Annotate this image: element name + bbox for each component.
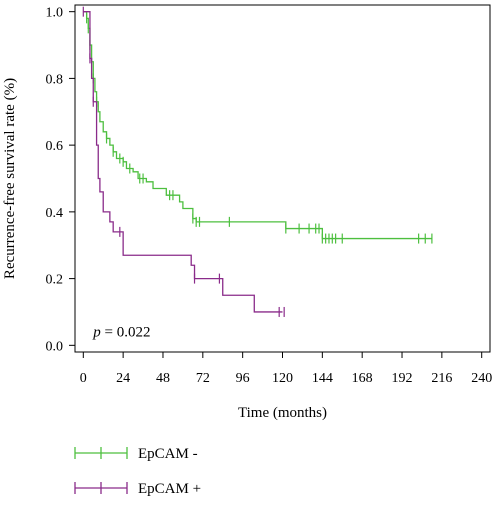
- x-tick-label: 240: [471, 371, 492, 386]
- series-epcam-positive: [82, 6, 285, 317]
- y-tick-label: 1.0: [46, 6, 64, 21]
- y-tick-label: 0.8: [46, 72, 64, 87]
- legend-swatch: [74, 447, 128, 459]
- legend-item: EpCAM +: [74, 481, 201, 497]
- p-symbol: p: [92, 325, 101, 341]
- legend-swatch: [74, 482, 128, 494]
- axes-layer: 0 24 48 72 96 120 144 168 192 216 240 0.0 0.2 0.4 0.6 0…: [2, 4, 492, 421]
- plot-frame: [74, 4, 491, 353]
- y-tick-label: 0.2: [46, 273, 64, 288]
- x-tick-label: 192: [392, 371, 413, 386]
- legend: EpCAM - EpCAM +: [74, 446, 201, 497]
- x-axis-label: Time (months): [238, 405, 327, 421]
- y-tick-label: 0.6: [46, 139, 64, 154]
- annotation-layer: p = 0.022: [92, 325, 150, 341]
- x-tick-label: 72: [196, 371, 210, 386]
- p-value-annotation: p = 0.022: [92, 325, 150, 341]
- x-tick-label: 24: [116, 371, 130, 386]
- x-tick-label: 168: [352, 371, 373, 386]
- x-tick-label: 120: [272, 371, 293, 386]
- y-tick-label: 0.4: [46, 206, 64, 221]
- y-axis-label: Recurrence-free survival rate (%): [2, 78, 18, 279]
- legend-item: EpCAM -: [74, 446, 198, 462]
- x-tick-label: 216: [431, 371, 452, 386]
- survival-curve: [83, 11, 283, 313]
- x-tick-label: 0: [80, 371, 87, 386]
- survival-curve: [83, 11, 432, 240]
- x-tick-label: 48: [156, 371, 170, 386]
- series-layer: [82, 6, 433, 317]
- legend-label: EpCAM -: [138, 446, 198, 462]
- legend-label: EpCAM +: [138, 481, 201, 497]
- x-tick-label: 144: [312, 371, 333, 386]
- p-value-text: = 0.022: [101, 325, 151, 341]
- x-tick-label: 96: [236, 371, 250, 386]
- series-epcam-negative: [83, 11, 433, 244]
- y-tick-label: 0.0: [46, 339, 64, 354]
